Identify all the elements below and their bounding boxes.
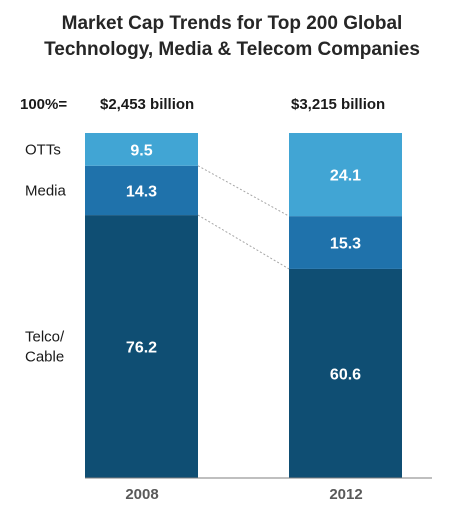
connector-line-1 <box>197 214 290 270</box>
value-label-2008-otts: 9.5 <box>130 142 152 159</box>
series-label-telco-cable-line-1: Telco/ <box>25 329 65 346</box>
series-label-otts-line-1: OTTs <box>25 141 61 158</box>
chart-title-line-1: Market Cap Trends for Top 200 Global <box>62 13 403 34</box>
bar-segment-2012-media <box>289 216 402 269</box>
x-tick-label-2008: 2008 <box>125 486 158 503</box>
value-label-2012-otts: 24.1 <box>330 168 361 185</box>
value-label-2008-media: 14.3 <box>126 183 157 200</box>
value-labels-group: 76.2 14.3 9.5 60.6 15.3 24.1 <box>126 142 361 383</box>
total-prefix-label: 100%= <box>20 96 67 113</box>
series-label-telco-cable-line-2: Cable <box>25 349 64 366</box>
segment-connectors <box>197 165 290 270</box>
total-2012-label: $3,215 billion <box>291 96 385 113</box>
value-label-2008-telco-cable: 76.2 <box>126 340 157 357</box>
total-2008-label: $2,453 billion <box>100 96 194 113</box>
bar-segment-2012-otts <box>289 133 402 217</box>
bar-segment-2008-media <box>85 165 198 216</box>
value-label-2012-media: 15.3 <box>330 236 361 253</box>
series-label-media-line-1: Media <box>25 182 67 199</box>
bar-segment-2008-telco-cable <box>85 215 198 479</box>
bars-group <box>85 133 402 479</box>
bar-segment-2012-telco-cable <box>289 268 402 478</box>
series-labels-group: Telco/Cable Media OTTs <box>25 141 67 365</box>
x-tick-label-2012: 2012 <box>329 486 362 503</box>
value-label-2012-telco-cable: 60.6 <box>330 366 361 383</box>
chart-title-line-2: Technology, Media & Telecom Companies <box>44 39 420 60</box>
bar-segment-2008-otts <box>85 133 198 166</box>
connector-line-2 <box>197 165 290 217</box>
